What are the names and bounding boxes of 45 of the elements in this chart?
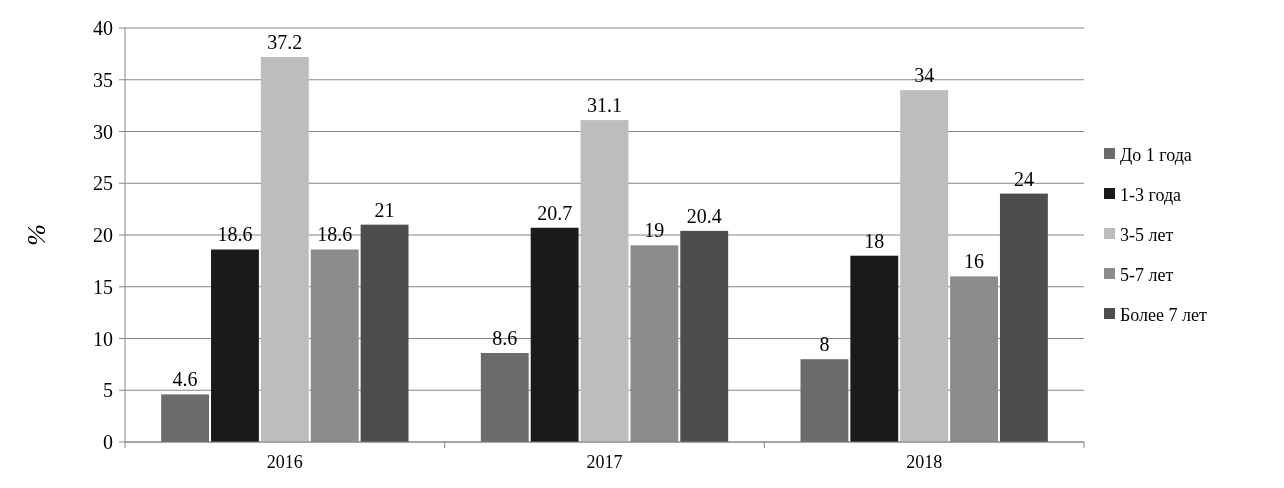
bar [211, 249, 259, 442]
bar [999, 193, 1048, 442]
data-label: 18.6 [317, 223, 353, 246]
legend-label: 1-3 года [1120, 185, 1182, 206]
y-tick-label: 40 [93, 17, 113, 39]
data-label: 34 [914, 64, 935, 87]
legend-label: Более 7 лет [1120, 305, 1208, 326]
y-tick-label: 0 [103, 431, 113, 453]
x-tick-label: 2017 [586, 452, 623, 472]
bar [900, 90, 949, 442]
data-label: 4.6 [172, 368, 198, 391]
y-tick-label: 5 [103, 379, 113, 402]
bar [850, 255, 899, 442]
bar [480, 352, 529, 442]
x-tick-label: 2018 [906, 452, 943, 472]
y-tick-label: 10 [93, 327, 113, 350]
x-tick-label: 2016 [266, 452, 303, 472]
y-tick-label: 20 [93, 224, 113, 246]
y-tick-label: 35 [93, 68, 113, 91]
bar [360, 224, 409, 442]
legend-label: 3-5 лет [1120, 225, 1174, 246]
data-label: 21 [374, 198, 395, 221]
y-tick-label: 30 [93, 120, 113, 143]
legend-label: До 1 года [1120, 145, 1192, 166]
bar [260, 56, 309, 442]
bar [800, 359, 849, 442]
data-label: 8 [819, 333, 830, 356]
bar [580, 120, 629, 442]
data-label: 24 [1013, 167, 1034, 190]
data-label: 37.2 [267, 30, 303, 53]
data-label: 16 [964, 250, 985, 273]
y-tick-label: 15 [93, 275, 113, 298]
bar [530, 227, 579, 442]
bar [161, 394, 210, 442]
data-label: 18.6 [217, 223, 253, 246]
legend-label: 5-7 лет [1120, 265, 1174, 286]
data-label: 8.6 [492, 326, 518, 349]
data-label: 19 [644, 219, 665, 242]
data-label: 18 [864, 229, 885, 252]
data-label: 20.4 [686, 204, 722, 227]
y-axis-title: % [22, 224, 51, 246]
y-tick-label: 25 [93, 172, 113, 195]
bar [680, 230, 729, 442]
data-label: 31.1 [587, 94, 622, 117]
data-label: 20.7 [537, 201, 573, 224]
